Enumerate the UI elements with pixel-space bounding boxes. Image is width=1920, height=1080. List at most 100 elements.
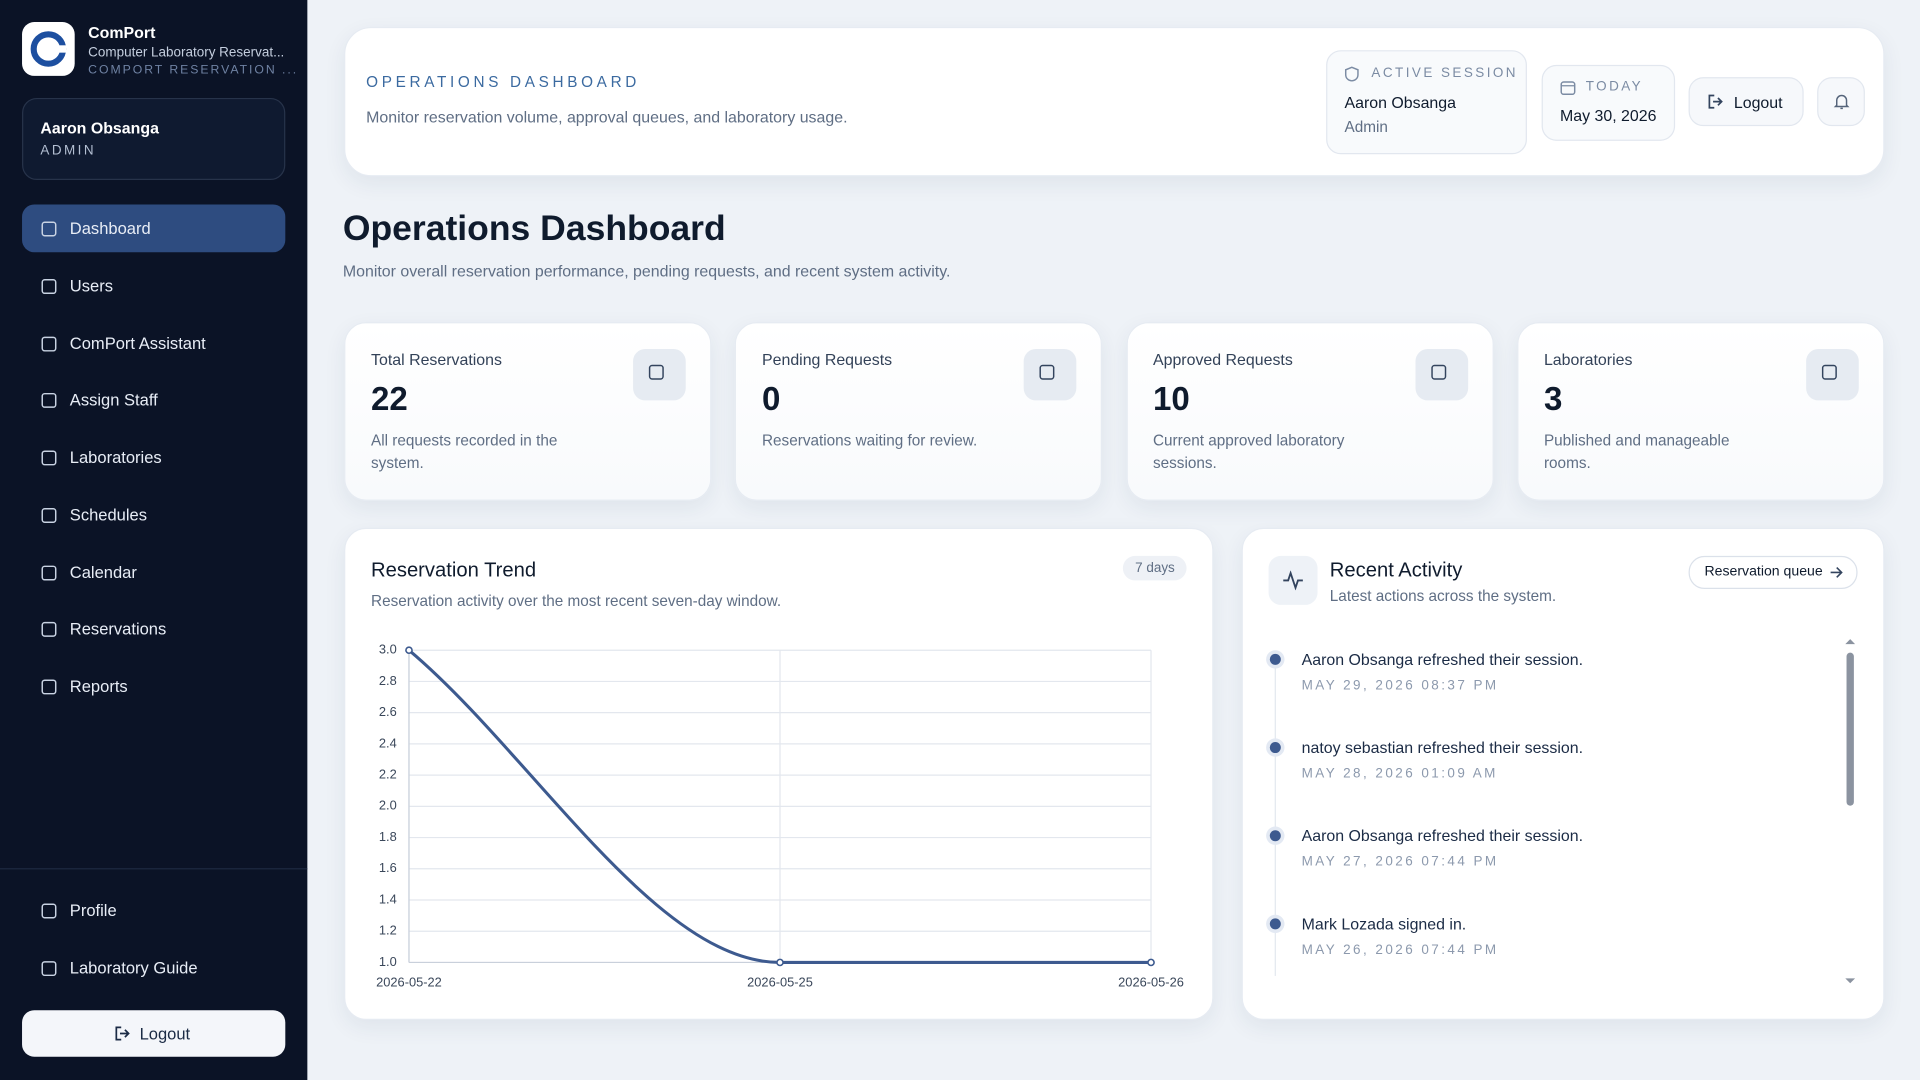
activity-time: MAY 27, 2026 07:44 PM <box>1301 854 1499 870</box>
header-logout[interactable]: Logout <box>1688 77 1804 127</box>
nav-item[interactable]: Reservations <box>22 605 285 653</box>
nav-item[interactable]: Schedules <box>22 491 285 539</box>
activity-text: natoy sebastian refreshed their session. <box>1301 738 1584 757</box>
scroll-arrows <box>1845 639 1856 984</box>
nav-item[interactable]: Assign Staff <box>22 376 285 424</box>
y-tick-label: 2.6 <box>379 704 397 719</box>
stat-card: Pending Requests 0 Reservations waiting fo… <box>735 322 1103 501</box>
nav-icon <box>41 622 57 638</box>
stat-card: Total Reservations 22 All requests recorde… <box>344 322 712 501</box>
icon-shape <box>1821 364 1837 380</box>
nav-icon <box>41 903 57 919</box>
nav-icon <box>41 336 57 351</box>
stat-icon-box <box>1415 348 1468 401</box>
y-tick-label: 1.6 <box>379 860 397 875</box>
nav-icon <box>648 364 664 380</box>
nav-item[interactable]: Laboratories <box>22 433 285 481</box>
nav-item[interactable]: Dashboard <box>22 204 286 253</box>
y-tick-label: 2.8 <box>379 673 397 688</box>
nav-icon <box>1821 364 1837 380</box>
session-name: Aaron Obsanga <box>1344 93 1457 112</box>
icon-shape <box>41 960 57 976</box>
icon-shape <box>41 393 57 409</box>
activity-text: Aaron Obsanga refreshed their session. <box>1301 826 1584 845</box>
nav-icon <box>41 679 57 695</box>
activity-time: MAY 28, 2026 01:09 AM <box>1301 766 1498 782</box>
nav-icon <box>41 507 57 523</box>
scrollbar[interactable] <box>1846 652 1854 806</box>
icon-shape <box>41 564 57 580</box>
user-card: Aaron Obsanga ADMIN <box>22 97 286 181</box>
nav-item[interactable]: Calendar <box>22 548 285 596</box>
nav-label: Calendar <box>69 562 137 582</box>
activity-dot <box>1269 742 1281 754</box>
icon-shape <box>41 507 57 523</box>
nav-label: Laboratory Guide <box>69 958 198 977</box>
nav-label: Reports <box>69 677 128 696</box>
stat-icon-box <box>1805 348 1859 401</box>
chart-title: Reservation Trend <box>371 559 537 582</box>
activity-card: Recent Activity Latest actions across th… <box>1241 527 1885 1021</box>
x-tick-label: 2026-05-22 <box>376 975 442 990</box>
stat-label: Total Reservations <box>371 350 502 369</box>
y-tick-label: 2.2 <box>379 766 397 781</box>
today-date: May 30, 2026 <box>1560 106 1657 125</box>
nav-label: ComPort Assistant <box>69 333 206 353</box>
activity-time: MAY 29, 2026 08:37 PM <box>1301 678 1499 694</box>
queue-link[interactable]: Reservation queue <box>1688 555 1858 589</box>
logout-label: Logout <box>139 1024 191 1044</box>
brand-subtitle: Computer Laboratory Reservat... <box>88 45 285 61</box>
stat-value: 0 <box>761 380 781 418</box>
logout-button[interactable]: Logout <box>22 1010 286 1057</box>
nav-item[interactable]: ComPort Assistant <box>22 319 285 367</box>
stat-label: Pending Requests <box>761 350 893 369</box>
logo <box>22 22 75 76</box>
stat-description: Published and manageable rooms. <box>1543 432 1730 472</box>
icon-shape <box>41 903 57 919</box>
stat-icon-box <box>633 348 686 401</box>
nav-label: Assign Staff <box>69 390 158 410</box>
session-box: ACTIVE SESSION Aaron Obsanga Admin <box>1326 50 1527 155</box>
icon-shape <box>1039 364 1055 380</box>
nav-item[interactable]: Reports <box>22 662 285 710</box>
nav-label: Laboratories <box>69 448 162 467</box>
stat-description: Reservations waiting for review. <box>761 432 978 450</box>
activity-text: Aaron Obsanga refreshed their session. <box>1301 650 1584 669</box>
stat-value: 3 <box>1543 380 1563 418</box>
queue-link-label: Reservation queue <box>1704 564 1823 580</box>
x-tick-label: 2026-05-26 <box>1118 975 1184 990</box>
icon-shape <box>41 622 57 638</box>
y-tick-label: 1.8 <box>379 829 397 844</box>
notifications[interactable] <box>1817 77 1865 127</box>
y-tick-label: 2.0 <box>379 798 397 813</box>
point <box>1147 958 1155 967</box>
activity-time: MAY 26, 2026 07:44 PM <box>1301 942 1499 958</box>
chart-subtitle: Reservation activity over the most recen… <box>371 592 782 610</box>
activity-icon <box>1283 570 1303 591</box>
trend-line <box>407 649 1152 964</box>
icon-shape <box>41 221 57 237</box>
stat-value: 10 <box>1152 380 1190 418</box>
nav-item[interactable]: Users <box>22 262 285 310</box>
nav-label: Profile <box>69 901 117 920</box>
trend-card: Reservation Trend Reservation activity o… <box>344 527 1214 1021</box>
icon-shape <box>648 364 664 380</box>
logo-icon <box>30 31 67 67</box>
nav-item[interactable]: Laboratory Guide <box>22 944 285 992</box>
y-tick-label: 1.2 <box>379 923 397 938</box>
header-description: Monitor reservation volume, approval que… <box>366 107 848 127</box>
user-role: ADMIN <box>40 143 97 158</box>
nav-item[interactable]: Profile <box>22 887 285 935</box>
nav-label: Schedules <box>69 505 147 524</box>
stat-description: Current approved laboratory sessions. <box>1152 432 1345 472</box>
timeline <box>1274 651 1276 976</box>
point <box>405 646 413 655</box>
icon-shape <box>41 336 57 351</box>
activity-icon-box <box>1268 555 1318 605</box>
nav-icon <box>41 278 57 294</box>
today-box: TODAY May 30, 2026 <box>1541 64 1676 141</box>
page-title: Operations Dashboard <box>342 209 726 249</box>
nav-label: Reservations <box>69 619 167 639</box>
nav-icon <box>41 393 57 409</box>
